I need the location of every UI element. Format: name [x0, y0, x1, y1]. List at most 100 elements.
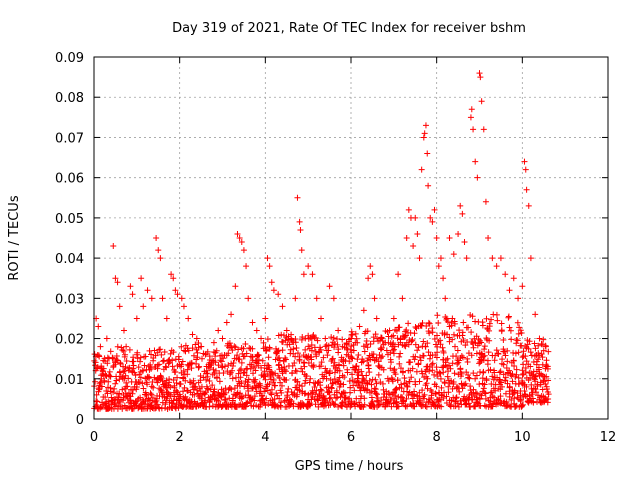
data-point [402, 343, 409, 350]
data-point [340, 362, 347, 369]
x-tick-label: 2 [176, 430, 184, 445]
data-point [393, 327, 400, 334]
data-point [379, 353, 386, 360]
data-point [496, 376, 503, 383]
data-point [157, 373, 164, 380]
data-point [493, 263, 500, 270]
data-point [234, 352, 241, 359]
data-point [469, 340, 476, 347]
data-point [330, 295, 337, 302]
data-point [98, 383, 105, 390]
data-point [120, 397, 127, 404]
data-point [212, 359, 219, 366]
data-point [157, 255, 164, 262]
data-point [282, 356, 289, 363]
data-point [228, 386, 235, 393]
data-point [210, 348, 217, 355]
data-point [106, 368, 113, 375]
data-point [318, 315, 325, 322]
data-point [317, 363, 324, 370]
data-point [355, 379, 362, 386]
data-point [220, 355, 227, 362]
data-point [240, 247, 247, 254]
data-point [428, 392, 435, 399]
data-point [521, 388, 528, 395]
data-point [312, 401, 319, 408]
data-point [209, 403, 216, 410]
data-point [197, 388, 204, 395]
data-point [428, 389, 435, 396]
data-point [94, 398, 101, 405]
data-point [172, 368, 179, 375]
data-point [123, 358, 130, 365]
data-point [346, 378, 353, 385]
data-point [395, 271, 402, 278]
data-point [522, 353, 529, 360]
data-point [540, 378, 547, 385]
data-point [328, 385, 335, 392]
data-point [481, 402, 488, 409]
chart-title: Day 319 of 2021, Rate Of TEC Index for r… [172, 21, 526, 36]
data-point [333, 389, 340, 396]
data-point [486, 337, 493, 344]
data-point [425, 319, 432, 326]
data-point [247, 365, 254, 372]
data-point [420, 338, 427, 345]
data-point [166, 376, 173, 383]
data-point [361, 395, 368, 402]
data-point [306, 402, 313, 409]
data-point [279, 303, 286, 310]
data-point [145, 396, 152, 403]
data-point [416, 389, 423, 396]
data-point [170, 275, 177, 282]
data-point [302, 390, 309, 397]
data-point [536, 335, 543, 342]
data-point [360, 307, 367, 314]
data-point [163, 395, 170, 402]
data-point [426, 320, 433, 327]
data-point [429, 218, 436, 225]
data-point [175, 353, 182, 360]
data-point [125, 375, 132, 382]
data-point [104, 360, 111, 367]
data-point [481, 352, 488, 359]
data-point [95, 323, 102, 330]
data-point [238, 366, 245, 373]
data-point [502, 377, 509, 384]
data-point [507, 327, 514, 334]
data-point [242, 341, 249, 348]
data-point [226, 371, 233, 378]
data-point [446, 235, 453, 241]
data-point [434, 368, 441, 375]
data-point [331, 402, 338, 409]
data-point [130, 358, 137, 365]
data-point [264, 336, 271, 343]
data-point [324, 352, 331, 359]
data-point [483, 376, 490, 383]
data-point [493, 347, 500, 354]
data-point [424, 385, 431, 392]
data-point [272, 370, 279, 377]
data-point [456, 388, 463, 395]
data-point [373, 380, 380, 387]
data-point [192, 383, 199, 390]
data-point [426, 368, 433, 375]
data-point [489, 255, 496, 262]
data-point [266, 364, 273, 371]
data-point [391, 366, 398, 373]
data-point [298, 365, 305, 372]
data-point [376, 352, 383, 358]
data-point [171, 384, 178, 391]
data-point [189, 345, 196, 352]
data-point [395, 403, 402, 410]
data-point [352, 363, 359, 370]
data-point [374, 395, 381, 402]
data-point [91, 351, 98, 358]
data-point [540, 347, 547, 354]
data-point [178, 361, 185, 368]
data-point [504, 358, 511, 365]
data-point [437, 255, 444, 262]
data-point [230, 360, 237, 367]
data-point [371, 295, 378, 302]
data-point [533, 389, 540, 396]
